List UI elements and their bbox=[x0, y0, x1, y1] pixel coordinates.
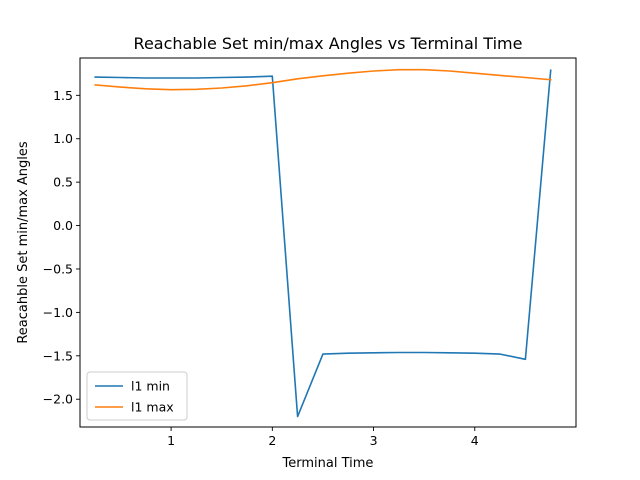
y-axis-label: Reacahble Set min/max Angles bbox=[16, 141, 31, 344]
chart-title: Reachable Set min/max Angles vs Terminal… bbox=[134, 34, 523, 53]
y-tick-label: 1.0 bbox=[53, 131, 73, 146]
x-tick-label: 1 bbox=[167, 433, 175, 448]
legend-label-2: l1 max bbox=[131, 400, 174, 415]
x-tick-label: 3 bbox=[370, 433, 378, 448]
y-tick-label: 1.5 bbox=[53, 88, 73, 103]
y-tick-label: −1.5 bbox=[43, 348, 73, 363]
plot-area bbox=[80, 58, 576, 427]
x-tick-label: 2 bbox=[268, 433, 276, 448]
x-tick-label: 4 bbox=[471, 433, 479, 448]
y-tick-label: 0.0 bbox=[53, 218, 73, 233]
legend-label-1: l1 min bbox=[131, 379, 170, 394]
y-tick-label: 0.5 bbox=[53, 175, 73, 190]
legend-box bbox=[86, 371, 188, 421]
y-tick-label: −0.5 bbox=[43, 261, 73, 276]
y-tick-label: −1.0 bbox=[43, 305, 73, 320]
series-layer bbox=[94, 68, 552, 418]
axes-layer: 1 2 3 4 −2.0 −1.5 −1.0 −0.5 0.0 0.5 1.0 1.5 bbox=[43, 88, 479, 448]
y-tick-label: −2.0 bbox=[43, 392, 73, 407]
series-line-1 bbox=[94, 69, 552, 418]
plot-frame bbox=[79, 57, 577, 428]
legend: l1 min l1 max bbox=[86, 371, 188, 421]
x-axis-label: Terminal Time bbox=[282, 456, 374, 471]
series-line-2 bbox=[94, 68, 552, 91]
